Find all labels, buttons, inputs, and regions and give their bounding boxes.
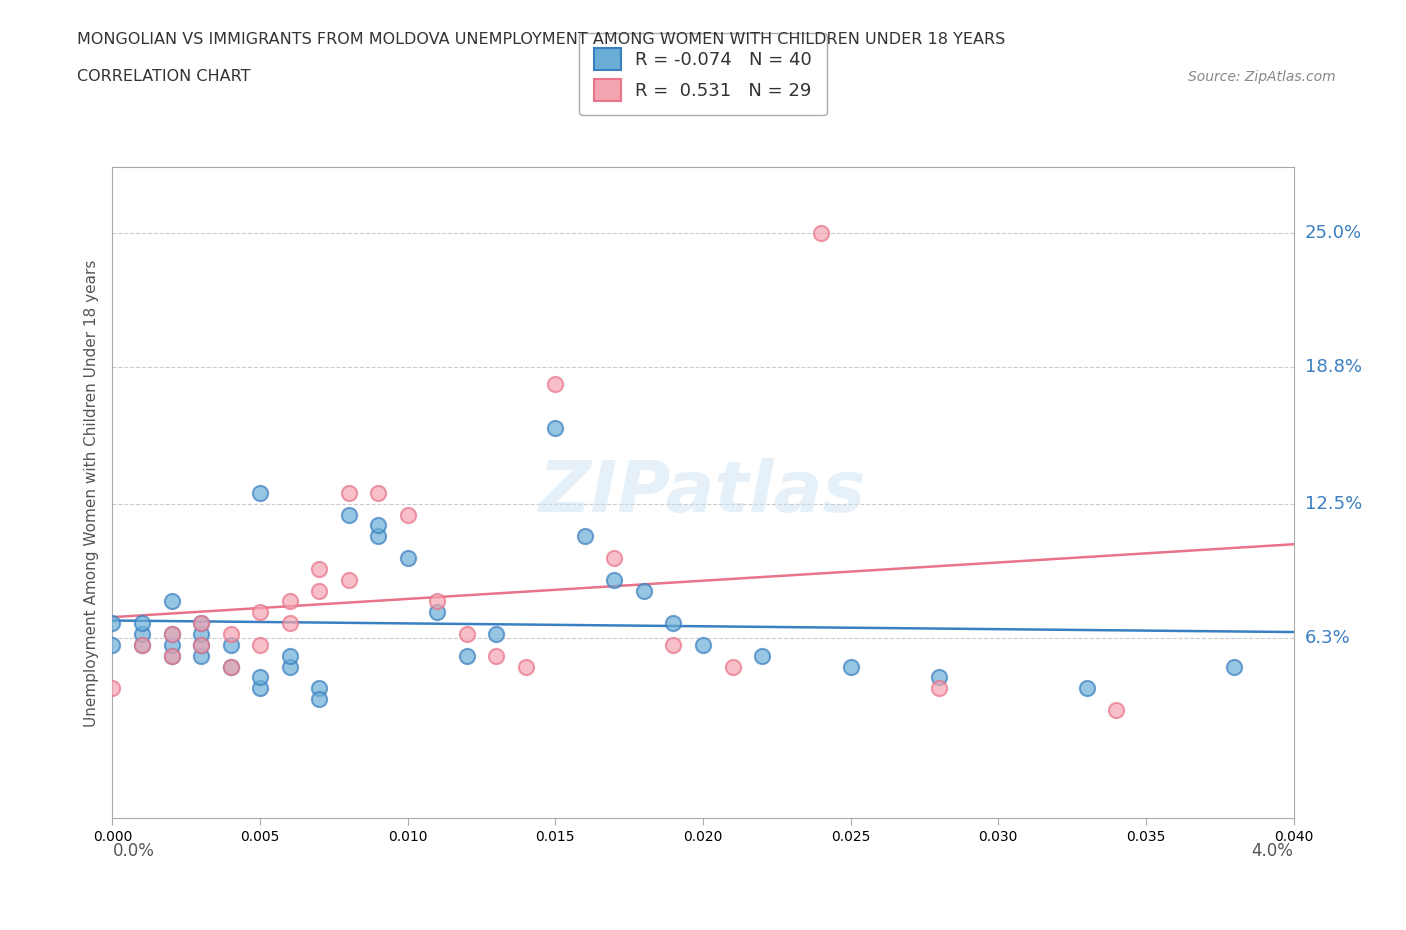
Point bbox=[131, 637, 153, 652]
Point bbox=[633, 583, 655, 598]
Point bbox=[721, 659, 744, 674]
Point bbox=[190, 616, 212, 631]
Point bbox=[308, 562, 330, 577]
Text: 25.0%: 25.0% bbox=[1305, 223, 1362, 242]
Point bbox=[1105, 702, 1128, 717]
Point bbox=[190, 637, 212, 652]
Point bbox=[131, 616, 153, 631]
Point bbox=[692, 637, 714, 652]
Point bbox=[190, 637, 212, 652]
Text: 18.8%: 18.8% bbox=[1305, 358, 1361, 376]
Text: CORRELATION CHART: CORRELATION CHART bbox=[77, 69, 250, 84]
Point bbox=[456, 648, 478, 663]
Point bbox=[249, 670, 271, 684]
Point bbox=[396, 507, 419, 522]
Point bbox=[751, 648, 773, 663]
Point bbox=[219, 659, 242, 674]
Text: 6.3%: 6.3% bbox=[1305, 630, 1350, 647]
Point bbox=[662, 616, 685, 631]
Point bbox=[426, 594, 449, 609]
Point bbox=[101, 637, 124, 652]
Y-axis label: Unemployment Among Women with Children Under 18 years: Unemployment Among Women with Children U… bbox=[83, 259, 98, 726]
Point bbox=[278, 648, 301, 663]
Point bbox=[219, 637, 242, 652]
Point bbox=[544, 377, 567, 392]
Point bbox=[219, 627, 242, 642]
Legend: R = -0.074   N = 40, R =  0.531   N = 29: R = -0.074 N = 40, R = 0.531 N = 29 bbox=[579, 33, 827, 115]
Text: 4.0%: 4.0% bbox=[1251, 842, 1294, 859]
Point bbox=[190, 627, 212, 642]
Point bbox=[367, 529, 389, 544]
Point bbox=[337, 507, 360, 522]
Text: ZIPatlas: ZIPatlas bbox=[540, 458, 866, 527]
Point bbox=[160, 627, 183, 642]
Point bbox=[249, 637, 271, 652]
Point bbox=[278, 616, 301, 631]
Point bbox=[426, 604, 449, 619]
Point bbox=[603, 551, 626, 565]
Point bbox=[810, 225, 832, 240]
Point bbox=[308, 692, 330, 707]
Point bbox=[337, 485, 360, 500]
Point bbox=[101, 616, 124, 631]
Point bbox=[603, 572, 626, 587]
Text: 0.0%: 0.0% bbox=[112, 842, 155, 859]
Point bbox=[839, 659, 862, 674]
Point bbox=[367, 485, 389, 500]
Text: Source: ZipAtlas.com: Source: ZipAtlas.com bbox=[1188, 70, 1336, 84]
Point bbox=[160, 594, 183, 609]
Point bbox=[160, 648, 183, 663]
Point bbox=[485, 627, 508, 642]
Point bbox=[308, 681, 330, 696]
Point bbox=[574, 529, 596, 544]
Point bbox=[160, 627, 183, 642]
Point bbox=[662, 637, 685, 652]
Point bbox=[544, 420, 567, 435]
Point bbox=[396, 551, 419, 565]
Point bbox=[485, 648, 508, 663]
Point bbox=[219, 659, 242, 674]
Point bbox=[1223, 659, 1246, 674]
Point bbox=[308, 583, 330, 598]
Point bbox=[367, 518, 389, 533]
Point bbox=[249, 604, 271, 619]
Point bbox=[249, 681, 271, 696]
Point bbox=[101, 681, 124, 696]
Point bbox=[278, 659, 301, 674]
Point bbox=[337, 572, 360, 587]
Point bbox=[190, 616, 212, 631]
Point bbox=[160, 637, 183, 652]
Point bbox=[131, 627, 153, 642]
Point bbox=[131, 637, 153, 652]
Point bbox=[1076, 681, 1098, 696]
Text: 12.5%: 12.5% bbox=[1305, 495, 1362, 512]
Point bbox=[928, 670, 950, 684]
Point bbox=[515, 659, 537, 674]
Text: MONGOLIAN VS IMMIGRANTS FROM MOLDOVA UNEMPLOYMENT AMONG WOMEN WITH CHILDREN UNDE: MONGOLIAN VS IMMIGRANTS FROM MOLDOVA UNE… bbox=[77, 32, 1005, 46]
Point bbox=[249, 485, 271, 500]
Point bbox=[928, 681, 950, 696]
Point bbox=[190, 648, 212, 663]
Point bbox=[456, 627, 478, 642]
Point bbox=[278, 594, 301, 609]
Point bbox=[160, 648, 183, 663]
